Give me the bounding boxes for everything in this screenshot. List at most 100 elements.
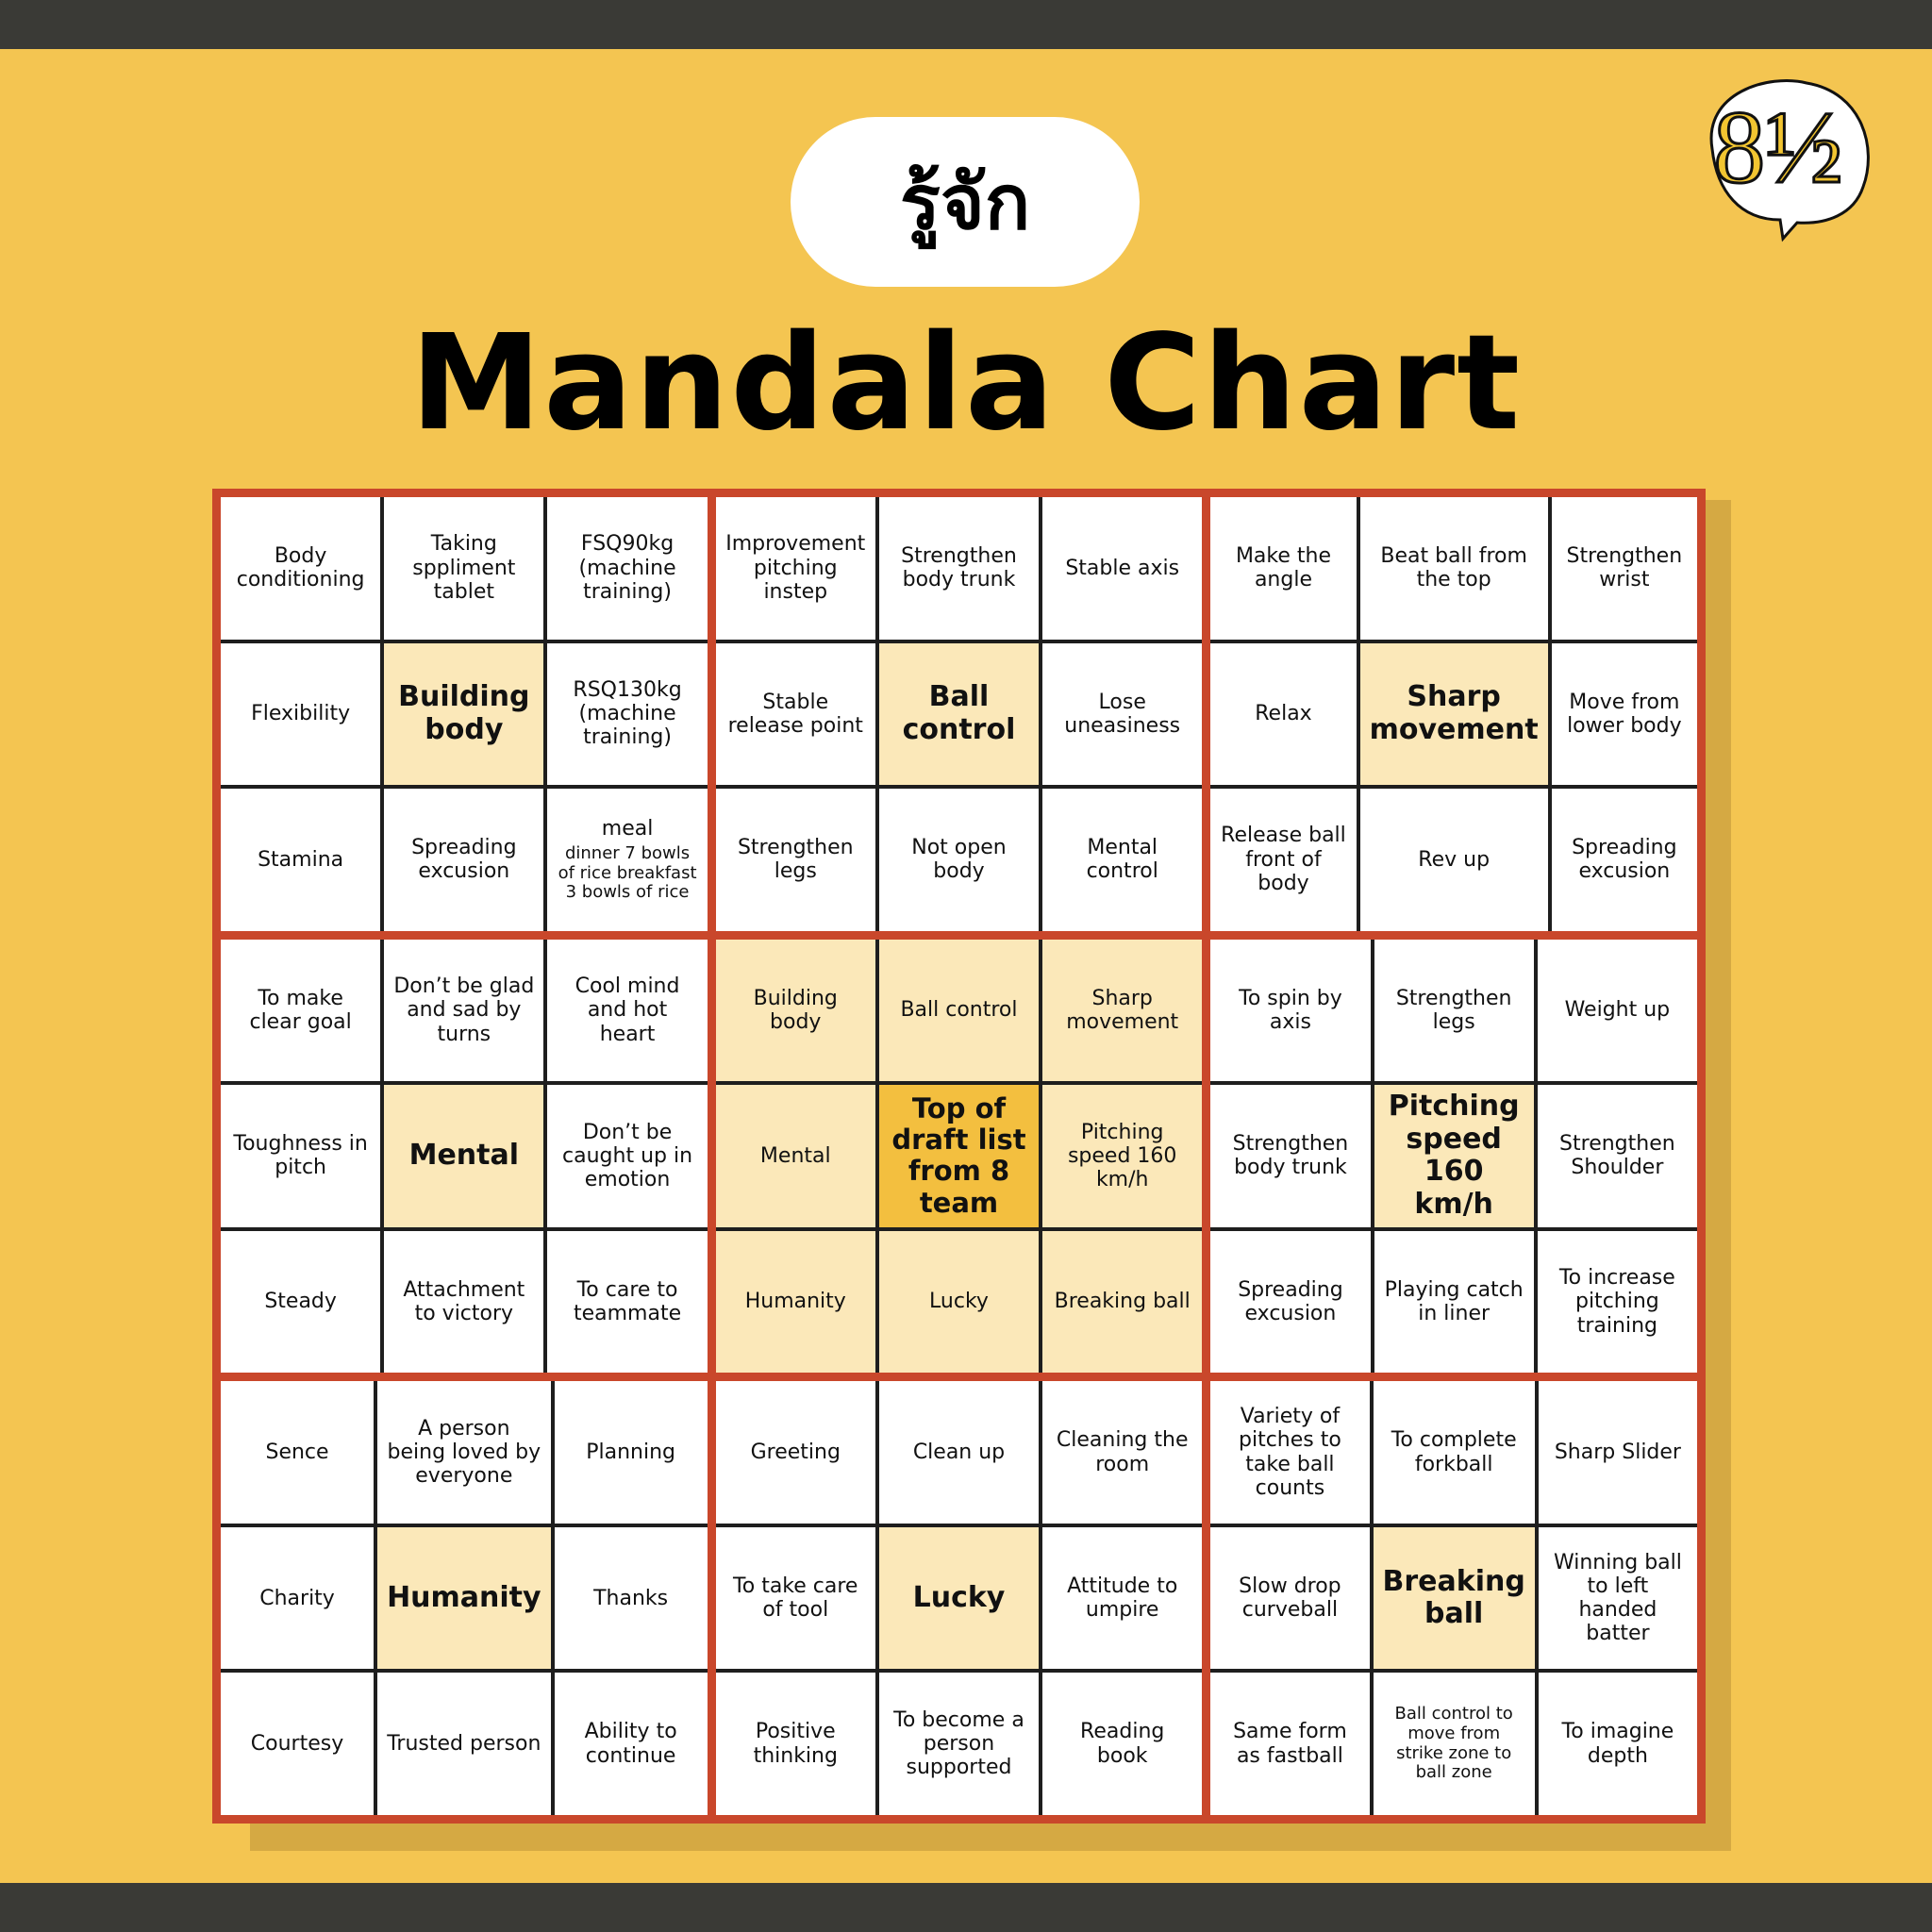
block: Make the angle Beat ball from the top Stre… [1210, 497, 1697, 931]
cell: Pitching speed 160 km/h [1042, 1085, 1203, 1227]
cell: Same form as fastball [1210, 1673, 1370, 1815]
cell: Spreading excusion [384, 789, 544, 931]
cell: Body conditioning [221, 497, 381, 640]
cell: Taking sppliment tablet [384, 497, 544, 640]
logo: 8½ [1709, 79, 1870, 242]
cell: Lucky [878, 1230, 1040, 1374]
cell: Spreading excusion [1210, 1230, 1371, 1374]
cell: To take care of tool [715, 1526, 875, 1670]
cell: To increase pitching training [1537, 1230, 1697, 1374]
cell: Building body [715, 939, 875, 1082]
cell: Attachment to victory [384, 1230, 544, 1374]
cell: Ability to continue [554, 1673, 708, 1815]
cell: To spin by axis [1210, 939, 1371, 1082]
block: Building body Ball control Sharp movement M… [715, 939, 1203, 1374]
cell: Don’t be caught up in emotion [547, 1085, 708, 1227]
cell: Reading book [1042, 1673, 1203, 1815]
cell: Ball control [878, 939, 1040, 1082]
cell: Cleaning the room [1042, 1381, 1203, 1524]
cell: Make the angle [1210, 497, 1357, 640]
cell: To care to teammate [547, 1230, 708, 1374]
block: Improvement pitching instep Strengthen bo… [715, 497, 1203, 931]
mandala-grid: Body conditioning Taking sppliment tablet… [212, 489, 1706, 1824]
cell: Release ball front of body [1210, 789, 1357, 931]
cell: Flexibility [221, 642, 381, 786]
cell: Greeting [715, 1381, 875, 1524]
cell: FSQ90kg (machine training) [547, 497, 708, 640]
cell: RSQ130kg (machine training) [547, 642, 708, 786]
title: Mandala Chart [409, 307, 1523, 460]
cell: A person being loved by everyone [377, 1381, 551, 1524]
cell: Building body [384, 642, 544, 786]
cell: Relax [1210, 642, 1357, 786]
block: To make clear goal Don’t be glad and sad … [221, 939, 708, 1374]
cell: Planning [554, 1381, 708, 1524]
cell: Ball control [878, 642, 1040, 786]
cell-text: meal [601, 816, 654, 841]
cell: Charity [221, 1526, 375, 1670]
cell: Slow drop curveball [1210, 1526, 1370, 1670]
badge: รู้จัก [791, 117, 1140, 287]
cell: Trusted person [377, 1673, 551, 1815]
cell: Beat ball from the top [1359, 497, 1548, 640]
block: Greeting Clean up Cleaning the room To take… [715, 1381, 1203, 1815]
cell: To make clear goal [221, 939, 381, 1082]
cell: Breaking ball [1042, 1230, 1203, 1374]
block: Variety of pitches to take ball counts To… [1210, 1381, 1697, 1815]
cell: Ball control to move from strike zone to… [1373, 1673, 1535, 1815]
cell: Playing catch in liner [1374, 1230, 1534, 1374]
cell: To complete forkball [1373, 1381, 1535, 1524]
cell: Cool mind and hot heart [547, 939, 708, 1082]
cell: Sence [221, 1381, 375, 1524]
cell: Sharp Slider [1538, 1381, 1697, 1524]
cell: Not open body [878, 789, 1040, 931]
cell: Spreading excusion [1551, 789, 1697, 931]
cell: Stable axis [1042, 497, 1203, 640]
cell: Courtesy [221, 1673, 375, 1815]
cell: Strengthen body trunk [1210, 1085, 1371, 1227]
cell: Top of draft list from 8 team [878, 1085, 1040, 1227]
cell: Toughness in pitch [221, 1085, 381, 1227]
cell: Strengthen legs [1374, 939, 1534, 1082]
cell: Stable release point [715, 642, 875, 786]
cell: Sharp movement [1042, 939, 1203, 1082]
cell: Lucky [878, 1526, 1040, 1670]
cell: Improvement pitching instep [715, 497, 875, 640]
cell: To become a person supported [878, 1673, 1040, 1815]
cell: Stamina [221, 789, 381, 931]
cell-note: dinner 7 bowls of rice breakfast 3 bowls… [558, 842, 697, 903]
cell: Strengthen Shoulder [1537, 1085, 1697, 1227]
cell: Strengthen legs [715, 789, 875, 931]
cell: Variety of pitches to take ball counts [1210, 1381, 1370, 1524]
block: To spin by axis Strengthen legs Weight up S… [1210, 939, 1697, 1374]
cell: Weight up [1537, 939, 1697, 1082]
cell: Move from lower body [1551, 642, 1697, 786]
cell: Steady [221, 1230, 381, 1374]
cell: Positive thinking [715, 1673, 875, 1815]
cell: Mental control [1042, 789, 1203, 931]
cell: Mental [715, 1085, 875, 1227]
cell: Strengthen body trunk [878, 497, 1040, 640]
cell: meal dinner 7 bowls of rice breakfast 3 b… [547, 789, 708, 931]
cell: Breaking ball [1373, 1526, 1535, 1670]
cell: Clean up [878, 1381, 1040, 1524]
cell: Winning ball to left handed batter [1538, 1526, 1697, 1670]
block: Sence A person being loved by everyone Pla… [221, 1381, 708, 1815]
cell: Strengthen wrist [1551, 497, 1697, 640]
cell: Mental [384, 1085, 544, 1227]
cell: Lose uneasiness [1042, 642, 1203, 786]
cell: Pitching speed 160 km/h [1374, 1085, 1534, 1227]
logo-text: 8½ [1713, 90, 1843, 205]
top-bar [0, 0, 1932, 49]
block: Body conditioning Taking sppliment tablet… [221, 497, 708, 931]
cell: Thanks [554, 1526, 708, 1670]
cell: To imagine depth [1538, 1673, 1697, 1815]
cell: Attitude to umpire [1042, 1526, 1203, 1670]
cell: Humanity [715, 1230, 875, 1374]
cell: Sharp movement [1359, 642, 1548, 786]
bottom-bar [0, 1883, 1932, 1932]
cell: Humanity [377, 1526, 551, 1670]
cell: Don’t be glad and sad by turns [384, 939, 544, 1082]
cell: Rev up [1359, 789, 1548, 931]
